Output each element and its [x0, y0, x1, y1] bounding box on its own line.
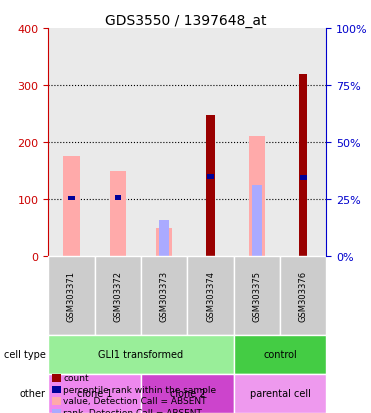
Text: GSM303371: GSM303371	[67, 271, 76, 321]
FancyBboxPatch shape	[48, 257, 95, 335]
Text: GSM303372: GSM303372	[113, 271, 122, 321]
Text: rank, Detection Call = ABSENT: rank, Detection Call = ABSENT	[63, 408, 202, 413]
Text: clone 2: clone 2	[170, 389, 205, 399]
Bar	[63, 157, 79, 257]
Text: other: other	[20, 389, 46, 399]
FancyBboxPatch shape	[141, 374, 234, 413]
FancyBboxPatch shape	[234, 257, 280, 335]
Text: GDS3550 / 1397648_at: GDS3550 / 1397648_at	[105, 14, 266, 28]
Bar	[115, 196, 121, 200]
FancyBboxPatch shape	[234, 374, 326, 413]
FancyBboxPatch shape	[95, 257, 141, 335]
Text: count: count	[63, 373, 89, 382]
Bar	[156, 228, 172, 257]
Text: GSM303376: GSM303376	[299, 271, 308, 321]
Bar	[207, 116, 214, 257]
Bar	[234, 29, 280, 257]
Text: GSM303374: GSM303374	[206, 271, 215, 321]
Bar	[187, 29, 234, 257]
Bar	[159, 221, 169, 257]
Bar	[95, 29, 141, 257]
Text: parental cell: parental cell	[250, 389, 311, 399]
Text: GSM303373: GSM303373	[160, 271, 169, 321]
Bar	[299, 74, 307, 257]
FancyBboxPatch shape	[187, 257, 234, 335]
FancyBboxPatch shape	[234, 335, 326, 374]
Text: cell type: cell type	[4, 349, 46, 359]
Text: control: control	[263, 349, 297, 359]
Text: GSM303375: GSM303375	[252, 271, 262, 321]
Text: GLI1 transformed: GLI1 transformed	[98, 349, 184, 359]
FancyBboxPatch shape	[280, 257, 326, 335]
Bar	[48, 29, 95, 257]
Bar	[68, 196, 75, 201]
FancyBboxPatch shape	[141, 257, 187, 335]
Bar	[110, 171, 126, 257]
Bar	[141, 29, 187, 257]
Text: value, Detection Call = ABSENT: value, Detection Call = ABSENT	[63, 396, 207, 406]
Bar	[252, 185, 262, 257]
FancyBboxPatch shape	[48, 335, 234, 374]
Bar	[249, 137, 265, 257]
Text: percentile rank within the sample: percentile rank within the sample	[63, 385, 216, 394]
Bar	[280, 29, 326, 257]
Bar	[300, 176, 306, 180]
FancyBboxPatch shape	[48, 374, 141, 413]
Bar	[207, 175, 214, 179]
Text: clone 1: clone 1	[77, 389, 112, 399]
